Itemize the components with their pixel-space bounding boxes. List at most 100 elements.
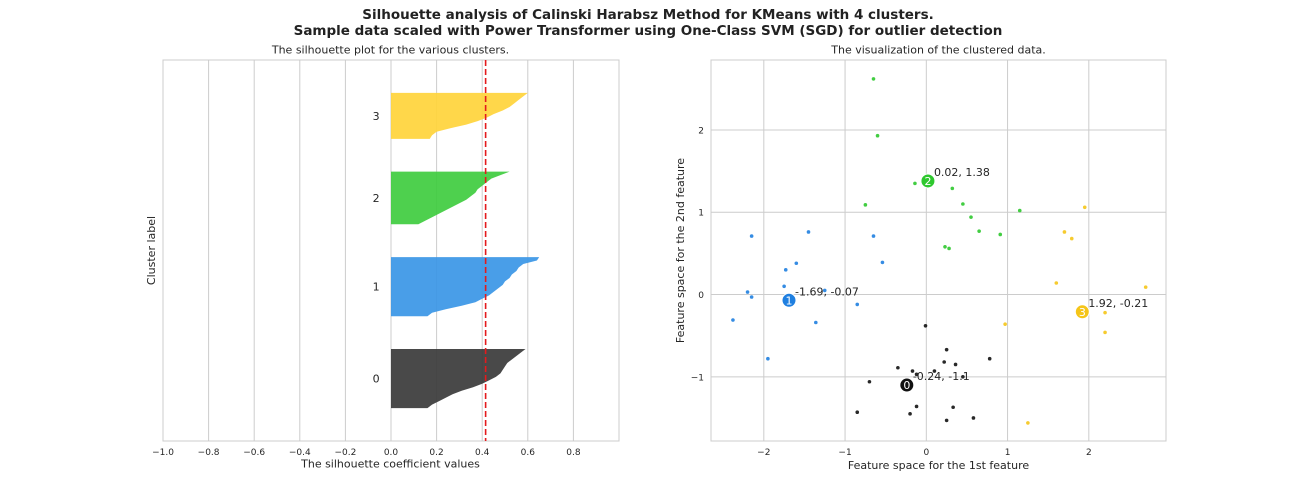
figure-title-line-1: Silhouette analysis of Calinski Harabsz …: [362, 7, 934, 23]
scatter-y-tick-label: −1: [691, 373, 704, 383]
data-point-cluster-3: [1054, 281, 1059, 285]
data-point-cluster-0: [951, 405, 955, 410]
cluster-center-3: 31.92, -0.21: [1074, 297, 1148, 320]
data-point-cluster-2: [947, 246, 951, 251]
scatter-y-axis-label: Feature space for the 2nd feature: [674, 158, 687, 343]
data-point-cluster-3: [1069, 236, 1074, 241]
figure-title-line-2: Sample data scaled with Power Transforme…: [293, 22, 1003, 39]
silhouette-plot: The silhouette plot for the various clus…: [145, 44, 620, 471]
silhouette-cluster-label-0: 0: [373, 373, 380, 386]
cluster-center-coordinate-label: -1.69, -0.07: [795, 285, 859, 298]
silhouette-y-axis-label: Cluster label: [145, 216, 158, 285]
cluster-center-number: 0: [903, 379, 910, 392]
scatter-y-tick-label: 1: [698, 209, 704, 219]
data-point-cluster-0: [910, 369, 915, 373]
data-point-cluster-2: [950, 186, 955, 191]
silhouette-plot-title: The silhouette plot for the various clus…: [271, 44, 509, 57]
data-point-cluster-1: [814, 320, 818, 325]
data-point-cluster-0: [971, 416, 976, 420]
data-point-cluster-1: [749, 234, 754, 238]
scatter-plot-area: [710, 59, 1167, 442]
scatter-x-tick-label: 2: [1086, 448, 1092, 458]
scatter-plot-title: The visualization of the clustered data.: [830, 44, 1046, 57]
data-point-cluster-3: [1103, 330, 1107, 335]
cluster-center-number: 3: [1079, 306, 1086, 319]
scatter-y-tick-labels: −1 0 1 2: [691, 126, 705, 383]
data-point-cluster-1: [855, 302, 860, 307]
data-point-cluster-0: [932, 369, 937, 373]
silhouette-fill-cluster-3: [391, 92, 528, 139]
data-point-cluster-0: [944, 418, 949, 423]
data-point-cluster-2: [969, 215, 973, 219]
cluster-center-coordinate-label: 0.02, 1.38: [934, 166, 990, 179]
scatter-gridlines: [711, 60, 1166, 441]
cluster-center-marker: [899, 377, 915, 393]
silhouette-x-tick-label: 0.6: [521, 448, 536, 458]
figure-title: Silhouette analysis of Calinski Harabsz …: [0, 7, 1296, 39]
cluster-center-2: 20.02, 1.38: [920, 166, 990, 189]
data-point-cluster-2: [1017, 208, 1022, 213]
scatter-x-tick-label: −1: [838, 448, 851, 458]
data-point-cluster-1: [749, 295, 754, 299]
scatter-x-tick-label: 0: [923, 448, 929, 458]
data-point-cluster-0: [987, 356, 992, 361]
data-point-cluster-1: [822, 288, 827, 293]
data-point-cluster-1: [783, 268, 788, 272]
silhouette-x-tick-label: −0.8: [198, 448, 220, 458]
silhouette-x-tick-label: 0.0: [384, 448, 399, 458]
silhouette-x-tick-label: 0.2: [429, 448, 443, 458]
data-point-cluster-0: [942, 360, 946, 364]
data-point-cluster-2: [961, 202, 965, 206]
data-point-cluster-0: [896, 365, 900, 370]
silhouette-x-tick-label: 0.8: [566, 448, 581, 458]
data-point-cluster-3: [1082, 205, 1087, 210]
data-point-cluster-3: [1103, 310, 1107, 315]
data-point-cluster-0: [855, 410, 860, 415]
scatter-x-tick-labels: −2 −1 0 1 2: [757, 448, 1092, 458]
data-point-cluster-1: [806, 230, 811, 234]
cluster-center-marker: [920, 173, 936, 189]
silhouette-x-tick-label: 0.4: [475, 448, 490, 458]
scatter-x-tick-label: 1: [1005, 448, 1011, 458]
data-point-cluster-3: [1143, 285, 1148, 289]
data-point-cluster-2: [943, 245, 947, 249]
cluster-center-0: 0-0.24, -1.1: [899, 370, 970, 393]
data-point-cluster-2: [871, 77, 876, 81]
data-point-cluster-0: [914, 372, 919, 377]
data-point-cluster-2: [913, 181, 917, 186]
data-point-cluster-3: [1062, 230, 1067, 234]
silhouette-x-tick-labels: −1.0 −0.8 −0.6 −0.4 −0.2 0.0 0.2 0.4 0.6 0.8: [152, 448, 581, 458]
cluster-centers: 0-0.24, -1.1 1-1.69, -0.07 20.02, 1.38 31.9…: [781, 166, 1148, 393]
silhouette-x-tick-label: −1.0: [152, 448, 174, 458]
scatter-points: [731, 77, 1148, 425]
cluster-center-marker: [781, 292, 797, 308]
data-point-cluster-0: [923, 323, 928, 328]
cluster-center-marker: [1074, 304, 1090, 320]
data-point-cluster-2: [863, 203, 868, 207]
silhouette-x-tick-label: −0.2: [334, 448, 356, 458]
silhouette-cluster-label-3: 3: [373, 110, 380, 123]
data-point-cluster-1: [871, 234, 876, 238]
data-point-cluster-0: [908, 412, 912, 416]
data-point-cluster-2: [977, 229, 981, 233]
silhouette-cluster-fills: [391, 92, 540, 409]
silhouette-x-tick-label: −0.4: [289, 448, 311, 458]
silhouette-fill-cluster-0: [391, 349, 526, 409]
data-point-cluster-0: [867, 379, 872, 384]
cluster-center-coordinate-label: -0.24, -1.1: [913, 370, 970, 383]
data-point-cluster-1: [766, 356, 770, 361]
silhouette-cluster-label-1: 1: [373, 281, 380, 294]
data-point-cluster-0: [944, 347, 949, 352]
silhouette-x-axis-label: The silhouette coefficient values: [300, 458, 480, 471]
cluster-scatter-plot: The visualization of the clustered data.…: [674, 44, 1167, 472]
silhouette-cluster-label-2: 2: [373, 192, 380, 205]
scatter-y-tick-label: 2: [698, 126, 704, 136]
data-point-cluster-3: [1026, 421, 1030, 425]
cluster-center-number: 1: [786, 294, 793, 307]
cluster-center-coordinate-label: 1.92, -0.21: [1088, 297, 1148, 310]
cluster-center-number: 2: [924, 175, 931, 188]
data-point-cluster-1: [880, 260, 885, 265]
data-point-cluster-1: [745, 290, 750, 294]
scatter-x-tick-label: −2: [757, 448, 770, 458]
